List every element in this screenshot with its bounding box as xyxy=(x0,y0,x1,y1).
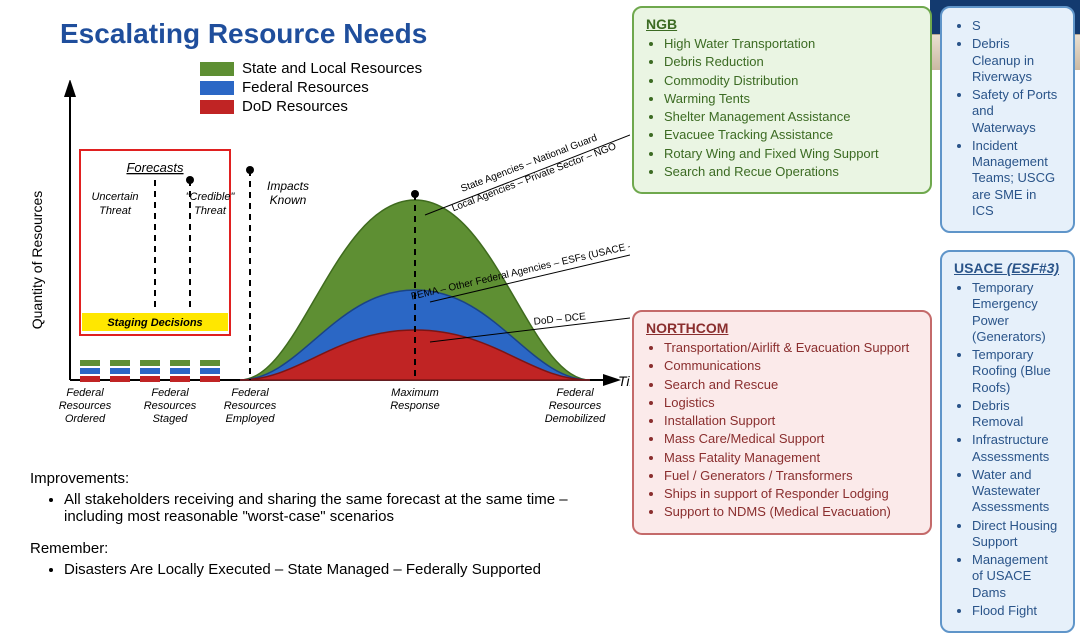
list-item: Mass Fatality Management xyxy=(664,450,918,466)
svg-text:Federal: Federal xyxy=(556,387,594,399)
northcom-box: NORTHCOM Transportation/Airlift & Evacua… xyxy=(632,310,932,535)
list-item: Shelter Management Assistance xyxy=(664,109,918,125)
chart-svg: Quantity of ResourcesTimeFederalResource… xyxy=(30,80,630,440)
svg-text:Resources: Resources xyxy=(144,400,197,412)
list-item: Debris Reduction xyxy=(664,54,918,70)
list-item: Temporary Roofing (Blue Roofs) xyxy=(972,347,1061,396)
list-item: Water and Wastewater Assessments xyxy=(972,467,1061,516)
list-item: Fuel / Generators / Transformers xyxy=(664,468,918,484)
svg-text:Resources: Resources xyxy=(59,400,112,412)
svg-text:Known: Known xyxy=(270,193,307,207)
list-item: Mass Care/Medical Support xyxy=(664,431,918,447)
list-item: Logistics xyxy=(664,395,918,411)
list-item: Direct Housing Support xyxy=(972,518,1061,551)
svg-text:Response: Response xyxy=(390,400,440,412)
list-item: Infrastructure Assessments xyxy=(972,432,1061,465)
improvements-heading: Improvements: xyxy=(30,470,620,487)
legend-label: State and Local Resources xyxy=(242,60,422,77)
improvements-bullet: All stakeholders receiving and sharing t… xyxy=(64,491,620,525)
remember-bullet: Disasters Are Locally Executed – State M… xyxy=(64,561,620,578)
list-item: Communications xyxy=(664,358,918,374)
uscg-list: S Debris Cleanup in RiverwaysSafety of Po… xyxy=(954,18,1061,219)
list-item: Flood Fight xyxy=(972,603,1061,619)
remember-block: Remember: Disasters Are Locally Executed… xyxy=(30,540,620,578)
svg-text:Resources: Resources xyxy=(224,400,277,412)
northcom-list: Transportation/Airlift & Evacuation Supp… xyxy=(646,340,918,521)
usace-list: Temporary Emergency Power (Generators)Te… xyxy=(954,280,1061,619)
list-item: Debris Removal xyxy=(972,398,1061,431)
svg-text:Resources: Resources xyxy=(549,400,602,412)
svg-text:Staged: Staged xyxy=(153,413,189,425)
resource-chart: Quantity of ResourcesTimeFederalResource… xyxy=(30,80,630,440)
svg-text:Time: Time xyxy=(618,373,630,389)
svg-text:Quantity of Resources: Quantity of Resources xyxy=(30,191,45,330)
usace-box: USACE (ESF#3) Temporary Emergency Power … xyxy=(940,250,1075,633)
list-item: Incident Management Teams; USCG are SME … xyxy=(972,138,1061,219)
list-item: Support to NDMS (Medical Evacuation) xyxy=(664,504,918,520)
svg-text:Ordered: Ordered xyxy=(65,413,106,425)
list-item: Warming Tents xyxy=(664,91,918,107)
usace-title-prefix: USACE xyxy=(954,260,1007,276)
list-item: Evacuee Tracking Assistance xyxy=(664,127,918,143)
list-item: Commodity Distribution xyxy=(664,73,918,89)
svg-text:Uncertain: Uncertain xyxy=(91,191,138,203)
list-item: Temporary Emergency Power (Generators) xyxy=(972,280,1061,345)
swatch-icon xyxy=(200,62,234,76)
list-item: S xyxy=(972,18,1061,34)
remember-heading: Remember: xyxy=(30,540,620,557)
svg-text:Maximum: Maximum xyxy=(391,387,439,399)
svg-text:Employed: Employed xyxy=(226,413,276,425)
ngb-title: NGB xyxy=(646,16,918,32)
usace-title-suffix: (ESF#3) xyxy=(1007,260,1059,276)
northcom-title: NORTHCOM xyxy=(646,320,918,336)
svg-text:Forecasts: Forecasts xyxy=(126,160,184,175)
svg-text:Federal: Federal xyxy=(66,387,104,399)
list-item: Installation Support xyxy=(664,413,918,429)
list-item: Safety of Ports and Waterways xyxy=(972,87,1061,136)
improvements-block: Improvements: All stakeholders receiving… xyxy=(30,470,620,525)
uscg-box: S Debris Cleanup in RiverwaysSafety of Po… xyxy=(940,6,1075,233)
legend-item-state-local: State and Local Resources xyxy=(200,60,422,77)
list-item: High Water Transportation xyxy=(664,36,918,52)
list-item: Search and Rescue xyxy=(664,377,918,393)
page-title: Escalating Resource Needs xyxy=(60,18,427,50)
svg-text:Federal: Federal xyxy=(231,387,269,399)
list-item: Rotary Wing and Fixed Wing Support xyxy=(664,146,918,162)
svg-text:DoD – DCE: DoD – DCE xyxy=(533,311,586,327)
list-item: Ships in support of Responder Lodging xyxy=(664,486,918,502)
list-item: Debris Cleanup in Riverways xyxy=(972,36,1061,85)
svg-text:Threat: Threat xyxy=(194,205,227,217)
svg-text:"Credible": "Credible" xyxy=(186,191,236,203)
list-item: Management of USACE Dams xyxy=(972,552,1061,601)
list-item: Transportation/Airlift & Evacuation Supp… xyxy=(664,340,918,356)
ngb-list: High Water Transportation Debris Reductio… xyxy=(646,36,918,180)
svg-text:Demobilized: Demobilized xyxy=(545,413,606,425)
list-item: Search and Recue Operations xyxy=(664,164,918,180)
svg-text:Impacts: Impacts xyxy=(267,179,309,193)
svg-text:Staging Decisions: Staging Decisions xyxy=(107,317,202,329)
usace-title: USACE (ESF#3) xyxy=(954,260,1061,276)
ngb-box: NGB High Water Transportation Debris Redu… xyxy=(632,6,932,194)
svg-text:Threat: Threat xyxy=(99,205,132,217)
svg-text:Federal: Federal xyxy=(151,387,189,399)
